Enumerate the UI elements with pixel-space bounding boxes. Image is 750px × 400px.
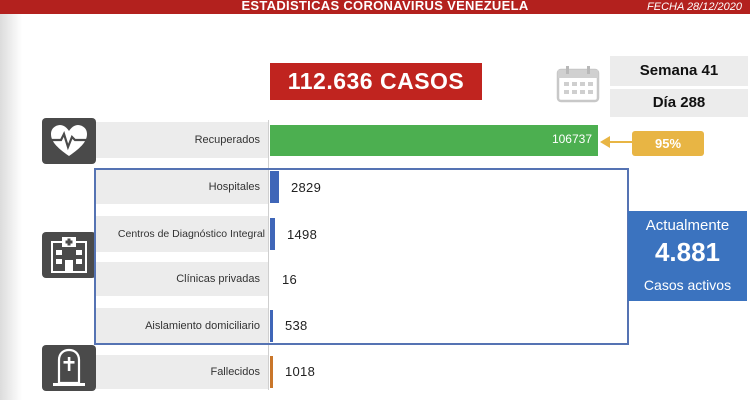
recovered-percent-badge: 95%: [632, 131, 704, 156]
value-fallecidos: 1018: [285, 364, 316, 379]
label-cdi: Centros de Diagnóstico Integral: [96, 216, 268, 252]
value-cdi: 1498: [287, 227, 318, 242]
day-label: Día 288: [610, 89, 748, 117]
bar-fallecidos: [270, 356, 273, 388]
label-clinicas: Clínicas privadas: [96, 262, 268, 296]
bar-hospitales: [270, 171, 279, 203]
tombstone-icon: [42, 345, 96, 391]
value-clinicas: 16: [282, 272, 298, 287]
bar-cdi: [270, 218, 275, 250]
active-cases-heading: Actualmente: [645, 217, 730, 234]
report-date: FECHA 28/12/2020: [647, 1, 742, 13]
label-recuperados: Recuperados: [96, 122, 268, 158]
active-cases-box: Actualmente 4.881 Casos activos: [628, 211, 747, 301]
axis-line: [268, 120, 269, 390]
label-aislamiento: Aislamiento domiciliario: [96, 308, 268, 344]
active-cases-caption: Casos activos: [643, 277, 732, 293]
label-hospitales: Hospitales: [96, 170, 268, 204]
calendar-icon: [556, 66, 600, 103]
value-aislamiento: 538: [285, 318, 308, 333]
total-cases-box: 112.636 CASOS: [270, 63, 482, 100]
value-hospitales: 2829: [291, 180, 322, 195]
hospital-icon: [42, 232, 96, 278]
bar-aislamiento: [270, 310, 273, 342]
value-recuperados: 106737: [551, 132, 592, 146]
hospitalized-group-outline: [94, 168, 629, 345]
page-title: ESTADÍSTICAS CORONAVIRUS VENEZUELA: [241, 0, 529, 13]
header-bar: [0, 0, 750, 14]
bar-recuperados: [270, 125, 598, 156]
heart-pulse-icon: [42, 118, 96, 164]
label-fallecidos: Fallecidos: [96, 355, 268, 389]
left-shadow: [0, 14, 22, 400]
active-cases-value: 4.881: [654, 237, 721, 267]
arrow-left-icon: [600, 136, 636, 148]
week-label: Semana 41: [610, 56, 748, 86]
